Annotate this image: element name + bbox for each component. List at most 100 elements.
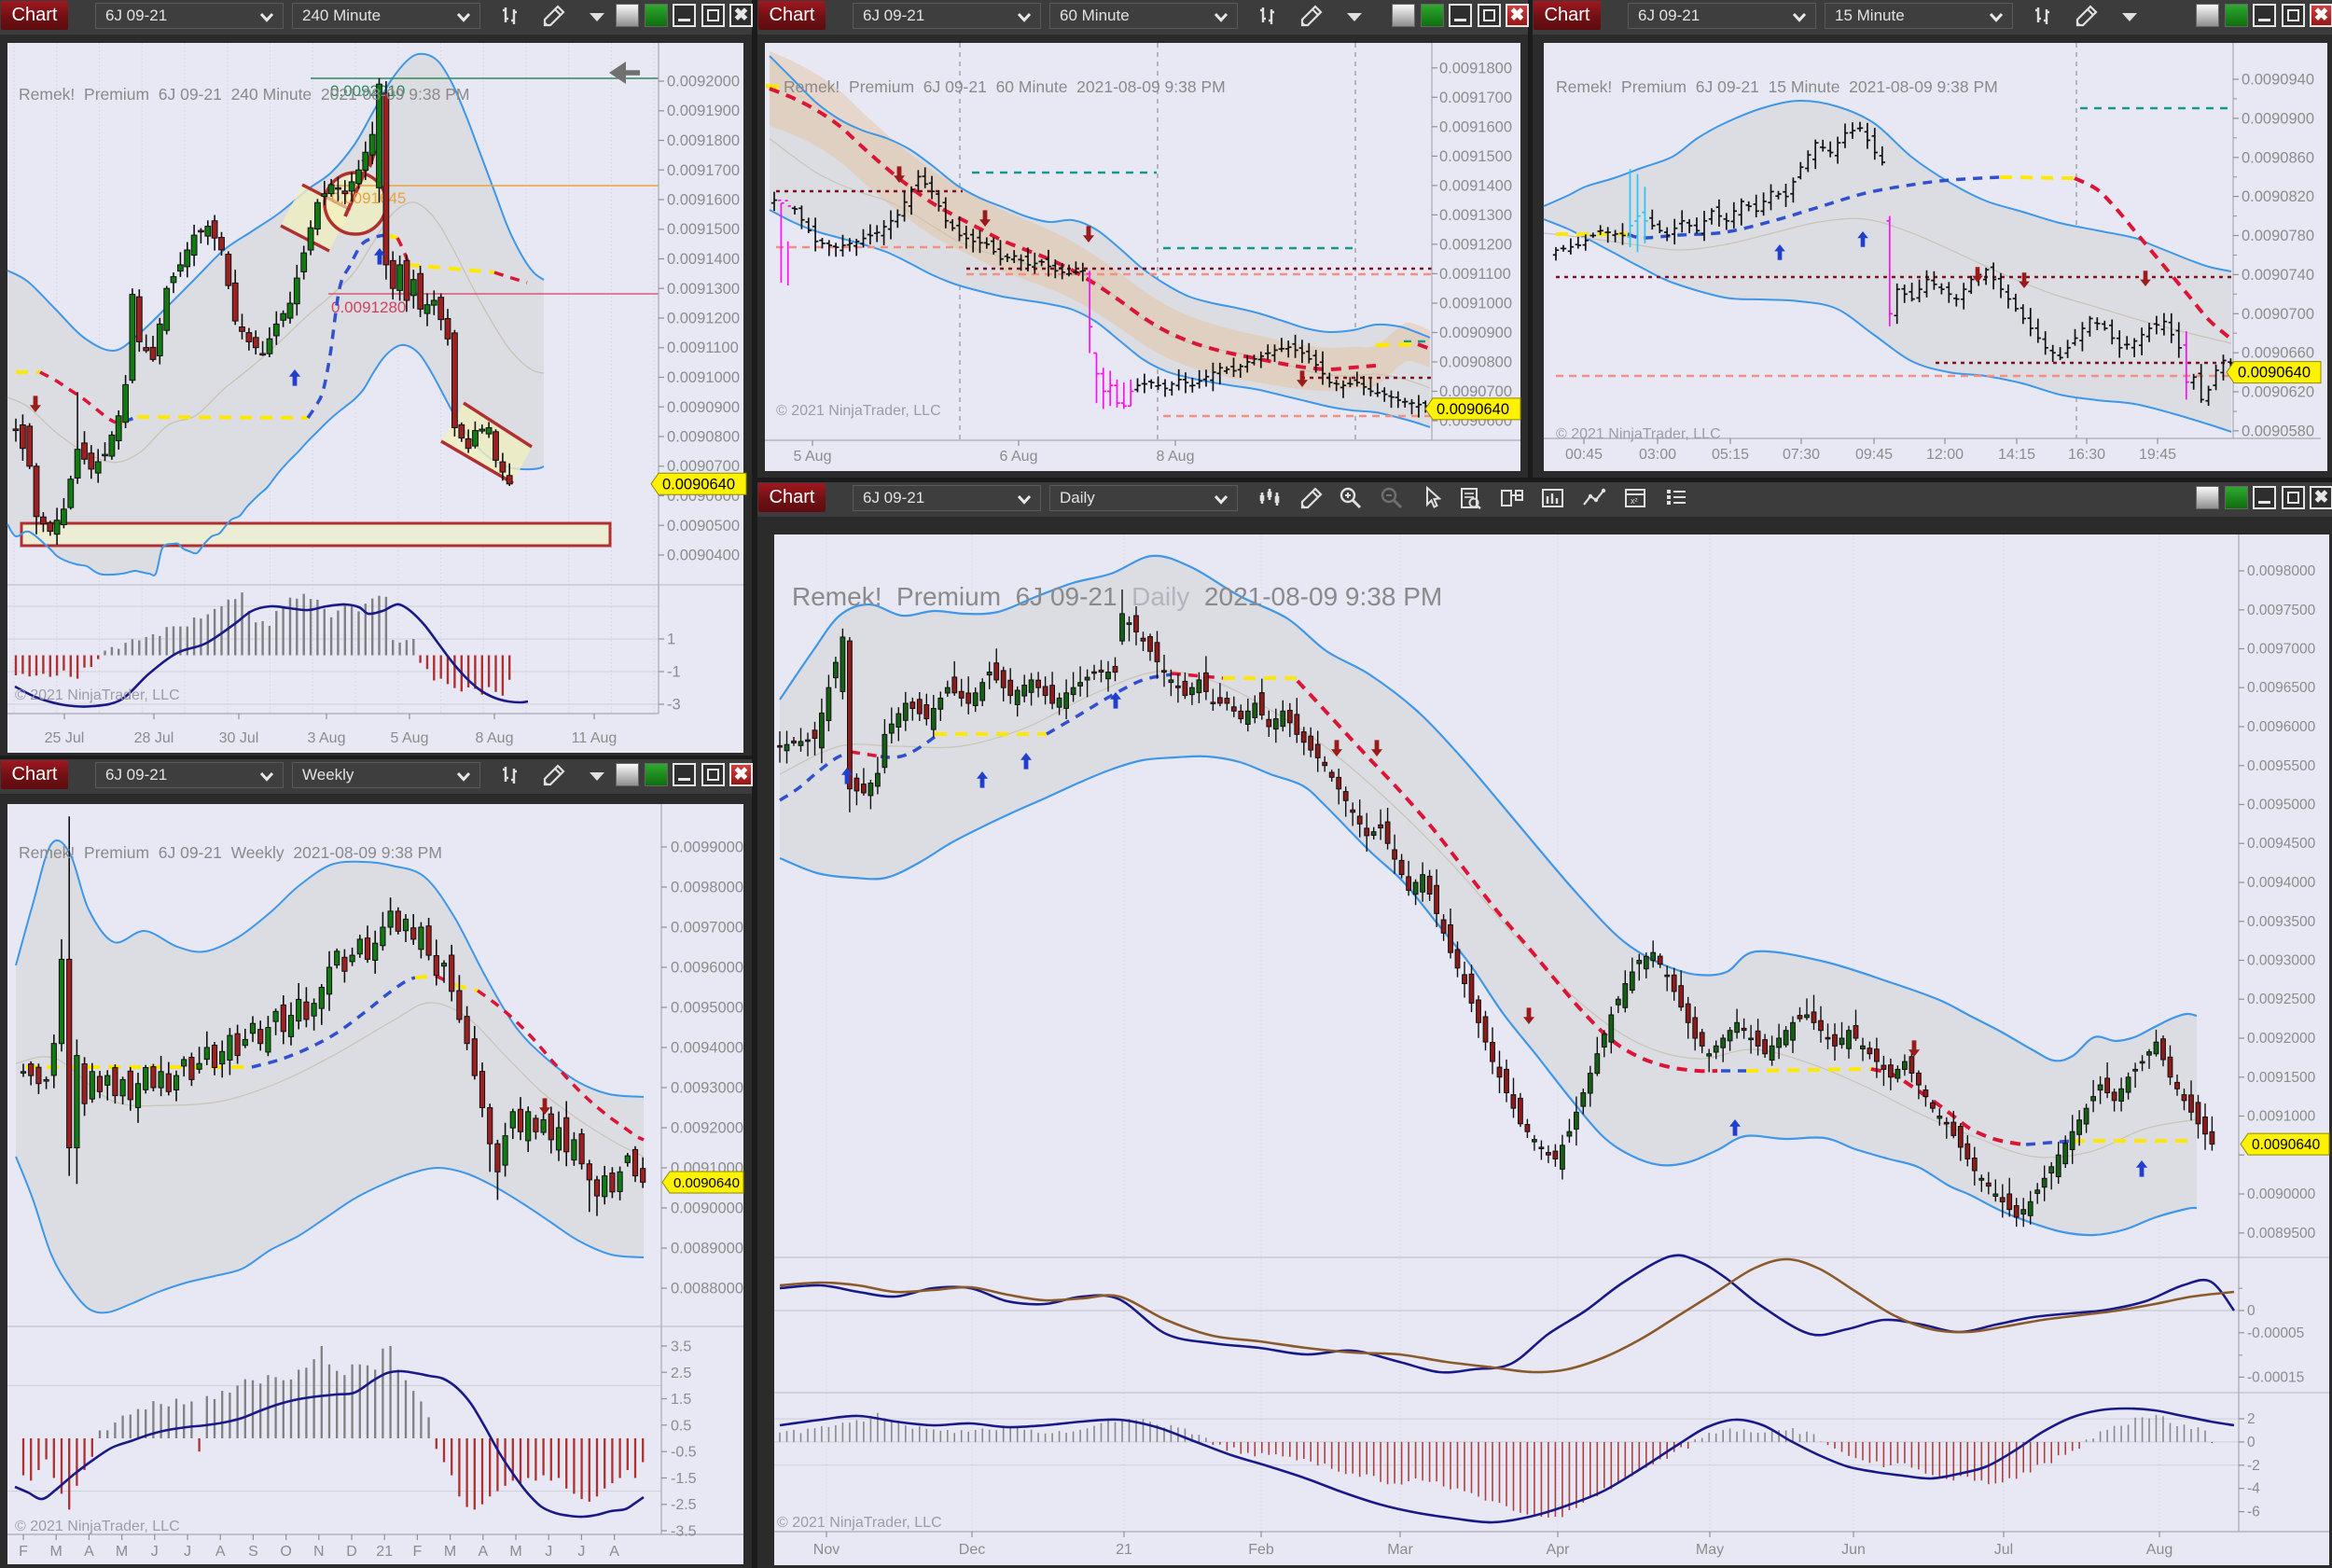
svg-text:0.0094000: 0.0094000 bbox=[671, 1040, 743, 1057]
svg-text:0.0090000: 0.0090000 bbox=[2247, 1186, 2316, 1202]
svg-text:0.0091400: 0.0091400 bbox=[667, 251, 740, 268]
svg-text:-6: -6 bbox=[2247, 1505, 2260, 1520]
svg-text:-3.5: -3.5 bbox=[671, 1524, 697, 1540]
svg-text:07:30: 07:30 bbox=[1783, 447, 1820, 463]
svg-text:0.0091500: 0.0091500 bbox=[2247, 1070, 2316, 1086]
svg-text:A: A bbox=[478, 1544, 488, 1560]
svg-text:0.0090700: 0.0090700 bbox=[1439, 383, 1512, 400]
svg-text:0.0091200: 0.0091200 bbox=[1439, 236, 1512, 253]
svg-text:0.0091100: 0.0091100 bbox=[1439, 266, 1511, 283]
svg-text:0.0091000: 0.0091000 bbox=[667, 369, 740, 386]
svg-text:8 Aug: 8 Aug bbox=[1157, 449, 1195, 465]
svg-text:O: O bbox=[280, 1544, 291, 1560]
svg-text:M: M bbox=[116, 1544, 128, 1560]
svg-text:0.0098000: 0.0098000 bbox=[671, 880, 743, 896]
svg-text:3.5: 3.5 bbox=[671, 1339, 691, 1355]
svg-text:0.0093500: 0.0093500 bbox=[2247, 914, 2316, 930]
svg-text:© 2021 NinjaTrader, LLC: © 2021 NinjaTrader, LLC bbox=[15, 1519, 180, 1534]
svg-text:0.0091300: 0.0091300 bbox=[1439, 207, 1512, 224]
svg-text:0.0090500: 0.0090500 bbox=[667, 518, 740, 534]
svg-text:Dec: Dec bbox=[959, 1542, 985, 1558]
svg-text:1: 1 bbox=[667, 631, 675, 648]
svg-text:0.0090640: 0.0090640 bbox=[1437, 401, 1509, 418]
svg-text:0.0092000: 0.0092000 bbox=[671, 1120, 743, 1137]
svg-text:0.0091800: 0.0091800 bbox=[1439, 60, 1512, 76]
svg-text:-1: -1 bbox=[667, 664, 681, 681]
svg-text:0.0097000: 0.0097000 bbox=[2247, 642, 2316, 658]
svg-text:A: A bbox=[84, 1544, 94, 1560]
svg-text:© 2021 NinjaTrader, LLC: © 2021 NinjaTrader, LLC bbox=[777, 1515, 942, 1531]
svg-text:Aug: Aug bbox=[2146, 1542, 2172, 1558]
svg-text:0.0099000: 0.0099000 bbox=[671, 840, 743, 856]
svg-text:J: J bbox=[545, 1544, 552, 1560]
svg-text:Remek! Premium 6J 09-21 Dai: Remek! Premium 6J 09-21 Daily 2021-08-09… bbox=[792, 582, 1442, 611]
svg-text:05:15: 05:15 bbox=[1712, 447, 1749, 463]
svg-text:0.0088000: 0.0088000 bbox=[671, 1281, 743, 1297]
svg-text:0.0095000: 0.0095000 bbox=[2247, 798, 2316, 813]
svg-text:M: M bbox=[50, 1544, 62, 1560]
svg-text:0.0090000: 0.0090000 bbox=[671, 1200, 743, 1217]
svg-text:0.0090740: 0.0090740 bbox=[2242, 267, 2314, 284]
svg-text:Mar: Mar bbox=[1387, 1542, 1413, 1558]
svg-text:0.0091500: 0.0091500 bbox=[667, 221, 740, 238]
svg-text:0.0093000: 0.0093000 bbox=[671, 1080, 743, 1097]
svg-text:0: 0 bbox=[2247, 1435, 2256, 1450]
svg-text:0.0092000: 0.0092000 bbox=[2247, 1031, 2316, 1047]
svg-text:x²: x² bbox=[1631, 496, 1638, 506]
svg-text:0.0090400: 0.0090400 bbox=[667, 548, 740, 564]
svg-text:0.0096000: 0.0096000 bbox=[671, 960, 743, 977]
svg-text:00:45: 00:45 bbox=[1565, 447, 1603, 463]
svg-text:0.0090640: 0.0090640 bbox=[673, 1175, 740, 1191]
svg-text:Jul: Jul bbox=[1994, 1542, 2013, 1558]
svg-text:2: 2 bbox=[2247, 1411, 2256, 1427]
svg-text:J: J bbox=[184, 1544, 191, 1560]
svg-text:-1.5: -1.5 bbox=[671, 1471, 697, 1487]
svg-text:M: M bbox=[509, 1544, 521, 1560]
svg-text:0.0091600: 0.0091600 bbox=[667, 192, 740, 209]
svg-text:0.0090900: 0.0090900 bbox=[2242, 110, 2314, 127]
svg-text:0.0095500: 0.0095500 bbox=[2247, 758, 2316, 774]
svg-text:28 Jul: 28 Jul bbox=[134, 730, 174, 746]
svg-text:0.0091700: 0.0091700 bbox=[667, 162, 740, 179]
svg-text:A: A bbox=[609, 1544, 619, 1560]
svg-text:0.0096000: 0.0096000 bbox=[2247, 719, 2316, 735]
svg-text:F: F bbox=[19, 1544, 28, 1560]
svg-text:-2: -2 bbox=[2247, 1458, 2260, 1474]
svg-text:0.0090940: 0.0090940 bbox=[2242, 72, 2314, 89]
svg-text:-4: -4 bbox=[2247, 1481, 2260, 1497]
svg-text:30 Jul: 30 Jul bbox=[219, 730, 259, 746]
svg-text:-0.5: -0.5 bbox=[671, 1445, 697, 1461]
svg-text:0.0091500: 0.0091500 bbox=[1439, 148, 1512, 165]
svg-text:0.0094500: 0.0094500 bbox=[2247, 836, 2316, 852]
svg-text:16:30: 16:30 bbox=[2068, 447, 2105, 463]
svg-text:M: M bbox=[444, 1544, 456, 1560]
svg-text:0.5: 0.5 bbox=[671, 1418, 691, 1434]
svg-text:6 Aug: 6 Aug bbox=[1000, 449, 1038, 465]
svg-text:0.0090620: 0.0090620 bbox=[2242, 384, 2314, 401]
svg-text:0.0090900: 0.0090900 bbox=[1439, 325, 1512, 341]
svg-text:S: S bbox=[248, 1544, 258, 1560]
svg-text:0.0091400: 0.0091400 bbox=[1439, 177, 1512, 194]
svg-text:0.0090640: 0.0090640 bbox=[662, 476, 735, 493]
svg-text:Remek! Premium 6J 09-21 15: Remek! Premium 6J 09-21 15 Minute 2021-0… bbox=[1556, 77, 1998, 96]
svg-text:25 Jul: 25 Jul bbox=[45, 730, 85, 746]
svg-text:19:45: 19:45 bbox=[2139, 447, 2176, 463]
svg-text:21: 21 bbox=[1116, 1542, 1132, 1558]
svg-text:N: N bbox=[313, 1544, 325, 1560]
svg-text:0.0090780: 0.0090780 bbox=[2242, 228, 2314, 244]
svg-text:-0.00005: -0.00005 bbox=[2247, 1325, 2304, 1341]
svg-text:0.0097500: 0.0097500 bbox=[2247, 603, 2316, 618]
svg-text:0: 0 bbox=[2247, 1303, 2256, 1319]
svg-text:0.0091300: 0.0091300 bbox=[667, 281, 740, 298]
svg-text:1.5: 1.5 bbox=[671, 1392, 691, 1408]
svg-text:© 2021 NinjaTrader, LLC: © 2021 NinjaTrader, LLC bbox=[15, 687, 180, 703]
svg-text:0.0090700: 0.0090700 bbox=[667, 458, 740, 475]
svg-text:-3: -3 bbox=[667, 697, 681, 714]
svg-text:J: J bbox=[577, 1544, 585, 1560]
svg-text:0.0090580: 0.0090580 bbox=[2242, 423, 2314, 439]
svg-text:© 2021 NinjaTrader, LLC: © 2021 NinjaTrader, LLC bbox=[776, 403, 941, 419]
svg-text:0.0090700: 0.0090700 bbox=[2242, 306, 2314, 323]
svg-text:0.0090860: 0.0090860 bbox=[2242, 149, 2314, 166]
svg-text:0.0097000: 0.0097000 bbox=[671, 920, 743, 937]
svg-text:2.5: 2.5 bbox=[671, 1366, 691, 1381]
